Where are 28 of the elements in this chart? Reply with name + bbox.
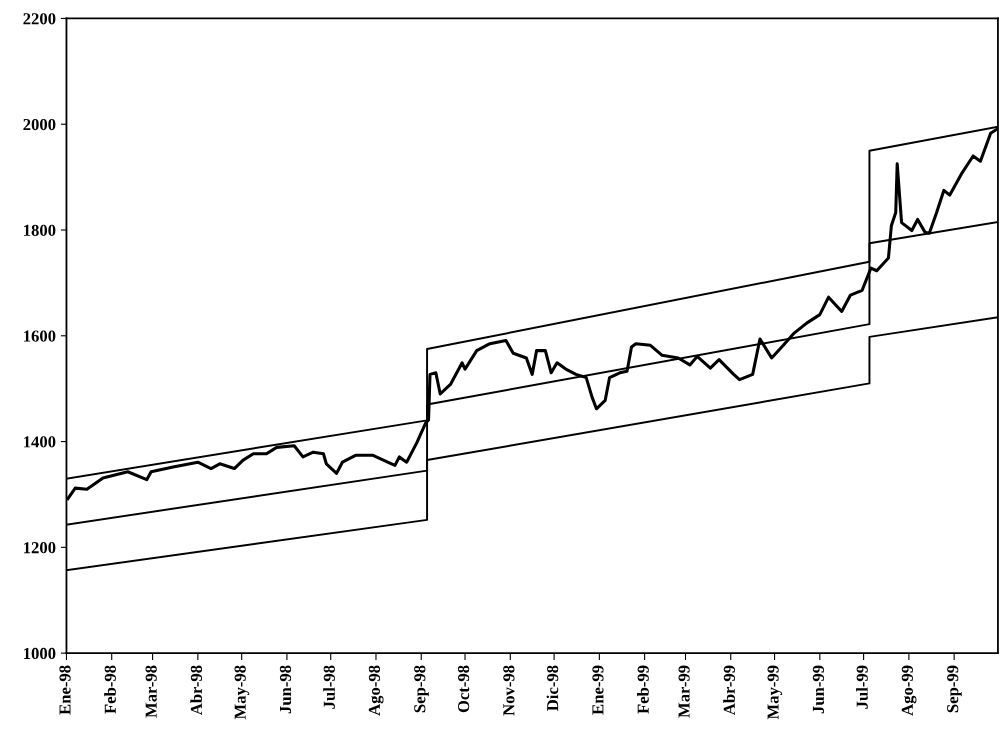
x-tick-label: Ago-98 (368, 665, 384, 716)
x-tick-label: Sep-98 (414, 665, 429, 713)
y-tick-label: 1200 (24, 542, 56, 554)
x-tick-label: Jul-99 (856, 665, 868, 709)
x-tick-label: Feb-98 (104, 665, 116, 714)
x-tick-label: Ene-99 (592, 665, 604, 715)
y-tick-label: 2000 (23, 118, 56, 131)
x-tick-label: Mar-98 (145, 665, 157, 718)
x-tick-label: Feb-99 (637, 665, 649, 714)
x-tick-label: Abr-98 (190, 665, 203, 716)
x-tick-label: Ago-99 (901, 665, 917, 716)
y-tick-label: 1000 (24, 647, 56, 660)
x-tick-label: Mar-99 (678, 665, 690, 718)
y-tick-label: 2200 (23, 13, 56, 25)
x-tick-label: Jul-98 (323, 665, 335, 709)
y-tick-label: 1600 (24, 330, 56, 342)
x-tick-label: Ene-98 (59, 665, 71, 715)
x-tick-label: Sep-99 (947, 665, 962, 713)
x-tick-label: May-99 (767, 665, 783, 720)
y-tick-label: 1800 (24, 224, 56, 236)
x-tick-label: Dic-98 (546, 665, 559, 711)
x-tick-label: Jun-98 (279, 665, 292, 714)
x-tick-label: Oct-98 (457, 665, 470, 713)
x-tick-label: Abr-99 (723, 665, 735, 716)
y-tick-label: 1400 (24, 436, 56, 448)
x-tick-label: Nov-98 (503, 665, 515, 716)
x-tick-label: Jun-99 (812, 665, 825, 714)
x-tick-label: May-98 (234, 665, 250, 720)
